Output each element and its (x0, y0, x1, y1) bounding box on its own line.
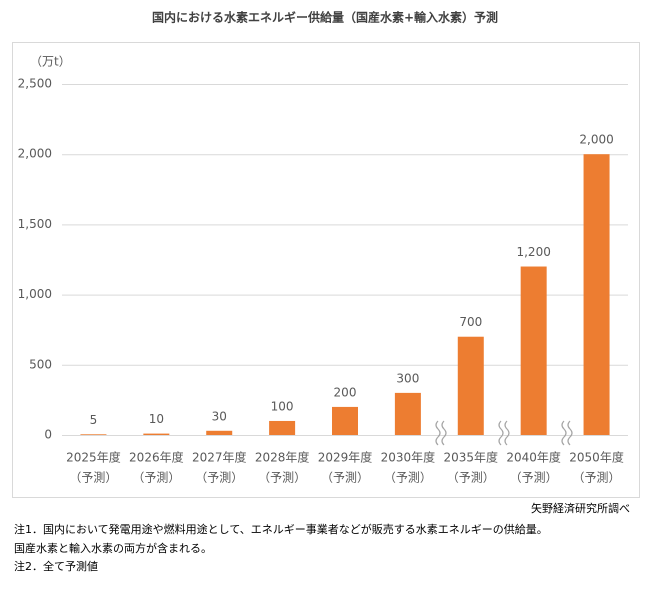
chart-frame (12, 42, 640, 498)
x-tick-label: 2025年度 (66, 450, 121, 465)
x-tick-label: （予測） (573, 471, 621, 485)
bar (269, 420, 296, 435)
data-label: 100 (271, 399, 294, 413)
x-tick-label: 2035年度 (444, 450, 499, 465)
axis-breaks (435, 420, 573, 446)
x-tick-label: （予測） (195, 471, 243, 485)
x-tick-label: （予測） (447, 471, 495, 485)
x-tick-label: 2030年度 (381, 450, 436, 465)
data-label: 300 (396, 371, 419, 385)
x-tick-label: （予測） (258, 471, 306, 485)
x-tick-label: （予測） (384, 471, 432, 485)
bar (332, 406, 358, 435)
bar (394, 392, 421, 435)
data-label: 200 (334, 385, 357, 399)
x-tick-label: （予測） (510, 471, 558, 485)
x-tick-label: （予測） (69, 471, 117, 485)
data-label: 5 (90, 413, 98, 427)
x-tick-label: 2027年度 (192, 450, 247, 465)
bar (206, 430, 233, 435)
data-label: 2,000 (579, 133, 613, 147)
y-tick-label: 2,500 (18, 77, 52, 91)
bar (457, 336, 484, 435)
x-tick-label: （予測） (321, 471, 369, 485)
bar (143, 433, 170, 435)
y-axis-label: （万t） (30, 55, 71, 69)
source: 矢野経済研究所調べ (531, 501, 630, 515)
y-tick-label: 0 (44, 428, 52, 442)
note: 注2．全て予測値 (14, 559, 98, 573)
data-label: 700 (459, 315, 482, 329)
y-tick-label: 2,000 (18, 147, 52, 161)
note: 注1．国内において発電用途や燃料用途として、エネルギー事業者などが販売する水素エ… (14, 522, 548, 536)
data-label: 1,200 (516, 245, 550, 259)
x-tick-label: 2028年度 (255, 450, 310, 465)
x-tick-label: 2029年度 (318, 450, 373, 465)
data-label: 30 (212, 409, 227, 423)
x-tick-label: （予測） (132, 471, 180, 485)
bar (80, 434, 107, 435)
bar (520, 266, 547, 435)
y-tick-label: 500 (29, 357, 52, 371)
note: 国産水素と輸入水素の両方が含まれる。 (14, 541, 212, 555)
data-label: 10 (149, 412, 164, 426)
chart-title: 国内における水素エネルギー供給量（国産水素+輸入水素）予測 (152, 10, 498, 25)
x-tick-label: 2026年度 (129, 450, 184, 465)
bar (583, 154, 610, 435)
y-tick-label: 1,000 (18, 287, 52, 301)
x-tick-label: 2050年度 (569, 450, 624, 465)
y-tick-label: 1,500 (18, 217, 52, 231)
x-tick-label: 2040年度 (506, 450, 561, 465)
